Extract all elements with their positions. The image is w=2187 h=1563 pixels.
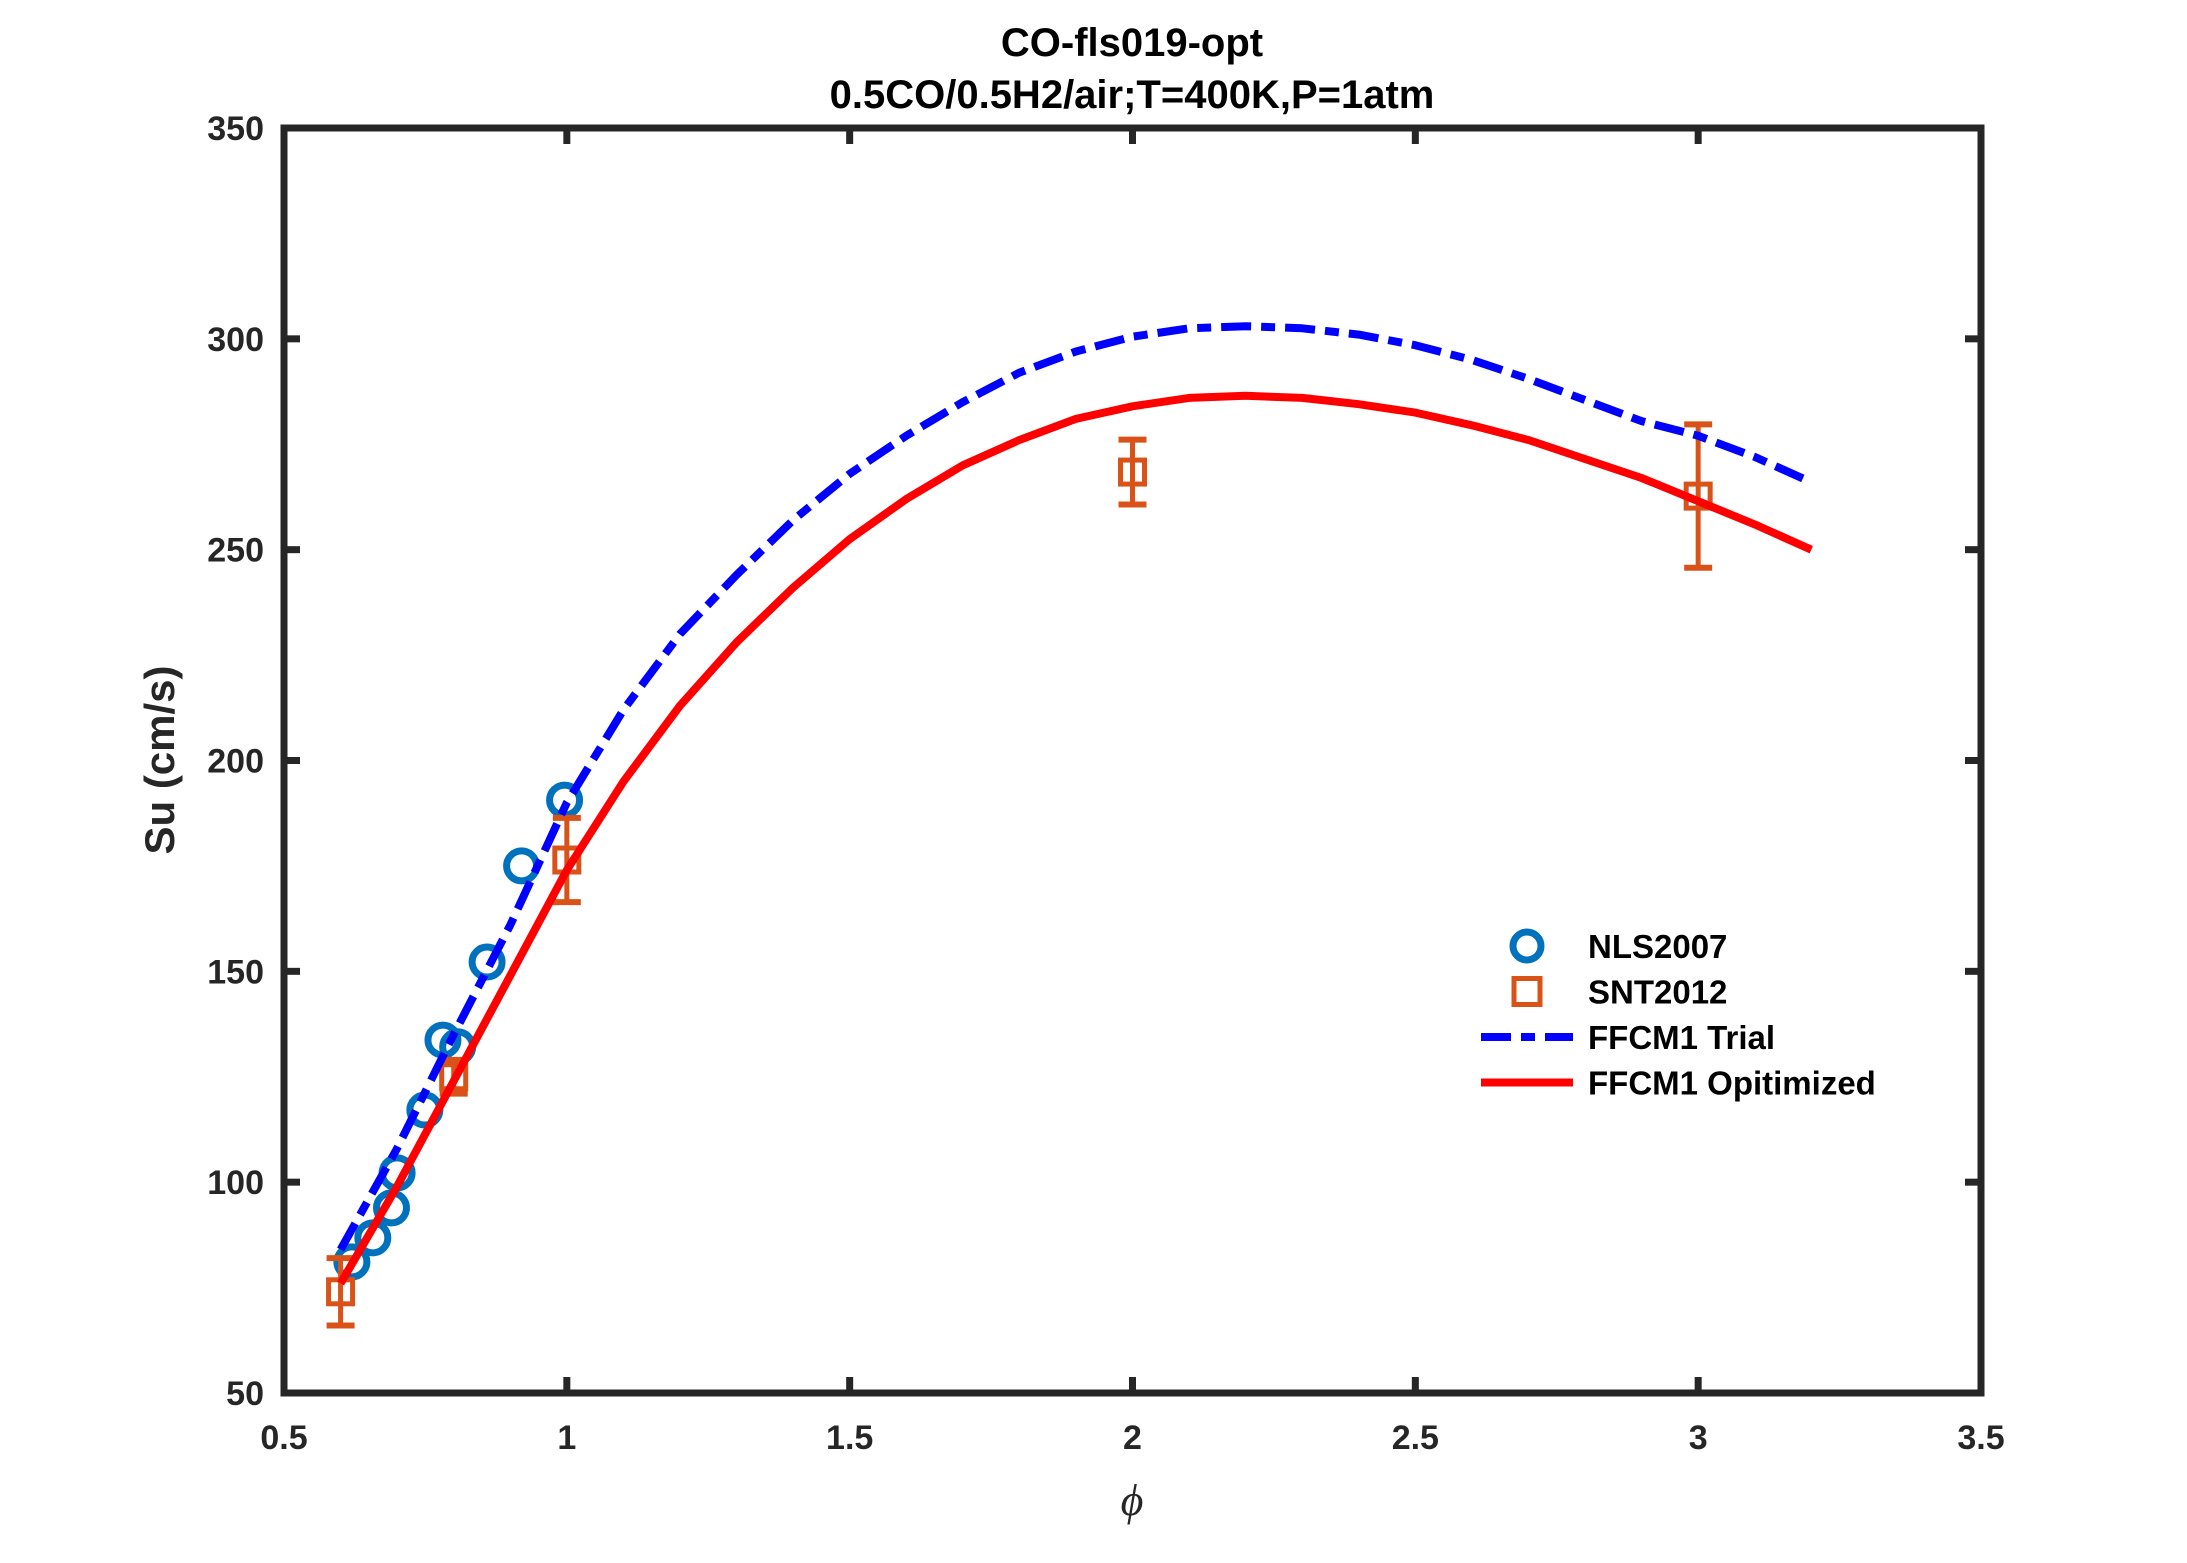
data-point-circle bbox=[333, 1243, 371, 1281]
chart-subtitle: 0.5CO/0.5H2/air;T=400K,P=1atm bbox=[830, 73, 1435, 117]
legend-square-icon bbox=[1511, 976, 1543, 1007]
x-tick-labels: 0.5 1 1.5 2 2.5 3 3.5 bbox=[260, 1419, 2004, 1457]
legend-label: FFCM1 Opitimized bbox=[1588, 1065, 1876, 1102]
legend-circle-icon bbox=[1509, 928, 1545, 964]
x-tick-label: 1.5 bbox=[826, 1419, 873, 1457]
x-tick-label: 3 bbox=[1689, 1419, 1708, 1457]
y-tick-label: 150 bbox=[207, 953, 264, 991]
ticks-layer bbox=[280, 124, 1985, 1397]
plot-area bbox=[280, 124, 1985, 1397]
x-tick-label: 2.5 bbox=[1392, 1419, 1439, 1457]
x-tick-label: 3.5 bbox=[1957, 1419, 2004, 1457]
legend-item: FFCM1 Opitimized bbox=[1481, 1065, 1876, 1102]
series-line-ffcm1-trial bbox=[337, 322, 1813, 1252]
x-axis-label: ϕ bbox=[1121, 1476, 1144, 1525]
chart-title: CO-fls019-opt bbox=[1001, 21, 1263, 65]
x-tick-label: 0.5 bbox=[260, 1419, 307, 1457]
data-point-square bbox=[1118, 457, 1147, 487]
x-tick-label: 2 bbox=[1123, 1419, 1142, 1457]
y-tick-label: 100 bbox=[207, 1164, 264, 1202]
y-tick-label: 200 bbox=[207, 743, 264, 781]
y-tick-label: 50 bbox=[226, 1375, 264, 1413]
series-layer bbox=[326, 322, 1813, 1329]
legend-label: FFCM1 Trial bbox=[1588, 1019, 1775, 1056]
legend-item: SNT2012 bbox=[1511, 974, 1727, 1011]
y-axis-label: Su (cm/s) bbox=[136, 665, 183, 854]
data-point-square bbox=[326, 1277, 356, 1307]
y-tick-label: 300 bbox=[207, 321, 264, 359]
y-tick-label: 250 bbox=[207, 532, 264, 570]
legend-item: NLS2007 bbox=[1509, 928, 1727, 965]
y-tick-label: 350 bbox=[207, 110, 264, 148]
legend-label: SNT2012 bbox=[1588, 974, 1727, 1011]
y-tick-labels: 50 100 150 200 250 300 350 bbox=[207, 110, 264, 1413]
legend: NLS2007 SNT2012 FFCM1 Trial FFCM1 Opitimize… bbox=[1481, 928, 1876, 1102]
legend-item: FFCM1 Trial bbox=[1481, 1019, 1775, 1056]
x-tick-label: 1 bbox=[557, 1419, 576, 1457]
series-line-ffcm1-opitimized bbox=[337, 391, 1813, 1286]
legend-label: NLS2007 bbox=[1588, 928, 1727, 965]
